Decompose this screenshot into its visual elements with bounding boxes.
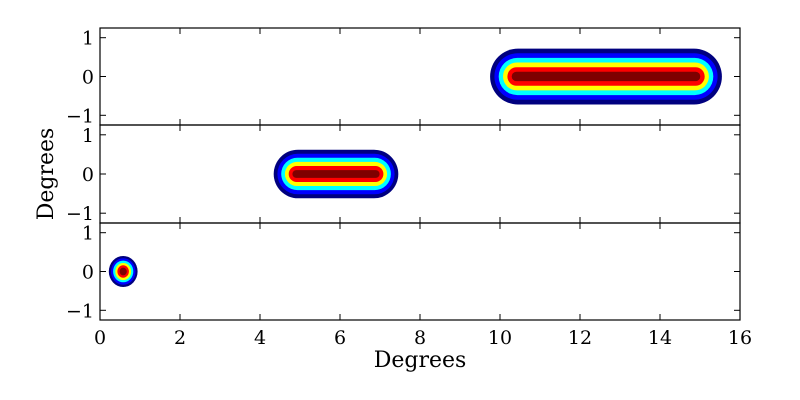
y-tick-label: 0 <box>82 262 94 284</box>
y-axis-title: Degrees <box>34 128 59 221</box>
heatmap-blob <box>490 48 722 105</box>
y-tick-label: −1 <box>66 300 94 322</box>
heatmap-blob <box>273 149 399 199</box>
x-tick-label: 16 <box>728 327 752 349</box>
panel-3: 1 0 −1 <box>66 222 741 322</box>
x-axis-ticks: 0 2 4 6 8 10 12 14 16 <box>94 327 752 349</box>
x-tick-label: 6 <box>334 327 346 349</box>
y-tick-label: 0 <box>82 67 94 89</box>
heat-level-5 <box>119 267 127 276</box>
panel-frame <box>99 222 741 321</box>
panel-frame <box>99 124 741 224</box>
x-tick-label: 8 <box>414 327 426 349</box>
heat-level-5 <box>292 170 380 178</box>
y-tick-label: 1 <box>82 223 94 245</box>
x-tick-label: 2 <box>174 327 186 349</box>
x-axis-title: Degrees <box>374 348 467 373</box>
x-tick-label: 10 <box>488 327 512 349</box>
y-tick-label: 1 <box>82 125 94 147</box>
x-tick-label: 0 <box>94 327 106 349</box>
panels: 10−110−110−1 <box>66 27 741 322</box>
x-tick-label: 14 <box>648 327 672 349</box>
x-tick-label: 12 <box>568 327 592 349</box>
y-tick-label: 0 <box>82 164 94 186</box>
heat-level-5 <box>511 71 701 82</box>
x-tick-label: 4 <box>254 327 266 349</box>
heatmap-blob <box>108 256 138 287</box>
y-tick-label: −1 <box>66 203 94 225</box>
y-tick-label: 1 <box>82 28 94 50</box>
y-tick-label: −1 <box>66 105 94 127</box>
panel-1: 1 0 −1 <box>66 27 741 127</box>
panel-2: 1 0 −1 <box>66 124 741 225</box>
